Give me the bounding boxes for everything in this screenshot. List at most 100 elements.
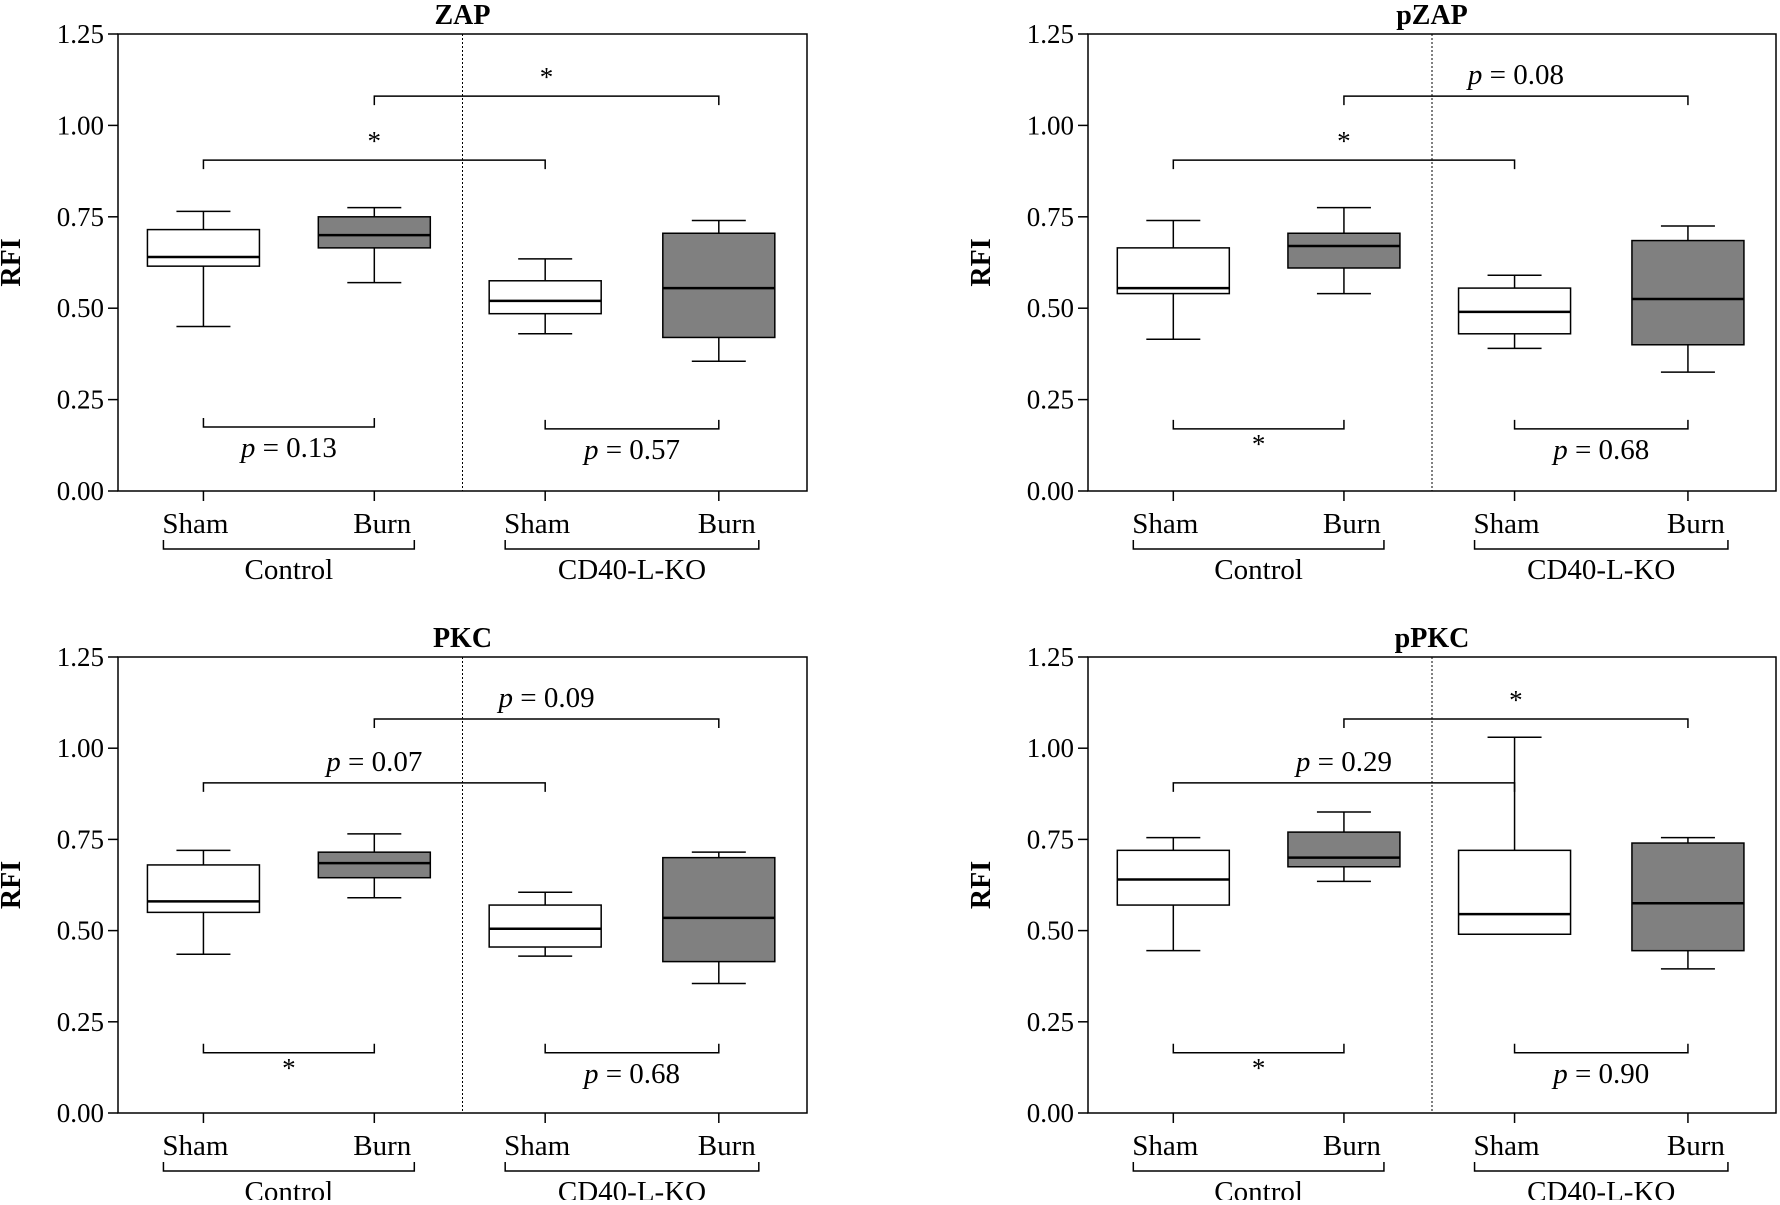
- chart-title: PKC: [433, 623, 492, 654]
- group-bracket: [1473, 540, 1729, 550]
- box-iqr: [1457, 849, 1572, 935]
- comparison-bracket: [1172, 1043, 1345, 1054]
- comparison-bracket: [544, 419, 720, 430]
- y-tick-label: 1.00: [57, 733, 104, 763]
- box-iqr: [1116, 247, 1231, 295]
- comparison-bracket: [1343, 718, 1689, 729]
- box-iqr: [1287, 831, 1401, 868]
- group-label: Control: [1214, 1176, 1303, 1200]
- x-category-label: Sham: [504, 1130, 571, 1162]
- comparison-bracket: [373, 718, 720, 729]
- panel-ppkc: pPKC RFI 0.00 0.25 0.50 0.75 1.00 1.25 Sham Burn S…: [966, 623, 1777, 1205]
- y-axis-label: RFI: [0, 238, 27, 286]
- chart-title: pPKC: [1395, 623, 1470, 654]
- box-iqr: [488, 280, 602, 315]
- comparison-bracket: [1513, 1043, 1689, 1054]
- y-tick-label: 1.00: [57, 110, 104, 140]
- box-iqr: [146, 864, 261, 914]
- comparison-label: p = 0.68: [582, 1058, 680, 1090]
- y-tick-label: 0.50: [57, 916, 104, 946]
- y-tick-label: 1.00: [1027, 733, 1074, 763]
- x-category-label: Burn: [1323, 508, 1382, 540]
- comparison-label: *: [1337, 126, 1351, 156]
- y-tick-label: 0.25: [57, 385, 104, 415]
- y-tick-label: 0.75: [57, 824, 104, 854]
- y-tick-label: 0.00: [57, 476, 104, 506]
- x-category-label: Sham: [1132, 1130, 1199, 1162]
- y-tick-label: 0.00: [1027, 476, 1074, 506]
- comparison-bracket: [202, 782, 546, 792]
- y-tick-label: 0.75: [57, 202, 104, 232]
- y-tick-label: 0.75: [1027, 202, 1074, 232]
- box-iqr: [1287, 232, 1401, 269]
- x-category-label: Sham: [162, 1130, 229, 1162]
- comparison-label: p = 0.07: [324, 746, 422, 778]
- comparison-bracket: [373, 95, 720, 106]
- panel-zap: ZAP RFI 0.00 0.25 0.50 0.75 1.00 1.25 Sham Burn Sh…: [0, 0, 808, 586]
- box-iqr: [662, 856, 776, 963]
- comparison-label: p = 0.90: [1551, 1058, 1649, 1090]
- group-label: Control: [245, 1176, 334, 1200]
- y-tick-label: 0.75: [1027, 824, 1074, 854]
- x-category-label: Sham: [1474, 508, 1541, 540]
- group-label: CD40-L-KO: [558, 1176, 706, 1200]
- chart-title: ZAP: [435, 0, 491, 31]
- comparison-label: p = 0.57: [582, 434, 680, 466]
- y-tick-label: 1.25: [57, 19, 104, 49]
- y-axis-label: RFI: [0, 861, 27, 909]
- box-iqr: [1631, 842, 1745, 952]
- x-category-label: Burn: [1323, 1130, 1382, 1162]
- group-bracket: [1473, 1162, 1729, 1172]
- y-tick-label: 1.00: [1027, 110, 1074, 140]
- panel-pkc: PKC RFI 0.00 0.25 0.50 0.75 1.00 1.25 Sham Burn Sh…: [0, 623, 808, 1205]
- comparison-label: p = 0.13: [239, 432, 337, 464]
- y-tick-label: 0.50: [1027, 916, 1074, 946]
- y-axis-label: RFI: [966, 861, 997, 909]
- comparison-label: *: [282, 1053, 296, 1083]
- group-label: Control: [245, 554, 334, 586]
- x-category-label: Burn: [1667, 1130, 1726, 1162]
- comparison-label: *: [1252, 429, 1266, 459]
- x-category-label: Sham: [1474, 1130, 1541, 1162]
- group-bracket: [504, 540, 760, 550]
- x-category-label: Burn: [1667, 508, 1726, 540]
- box-iqr: [1116, 849, 1231, 906]
- box-iqr: [662, 232, 776, 339]
- comparison-bracket: [202, 418, 376, 428]
- group-bracket: [504, 1162, 760, 1172]
- chart-title: pZAP: [1396, 0, 1468, 31]
- comparison-bracket: [1172, 782, 1516, 792]
- comparison-bracket: [1172, 419, 1345, 430]
- x-category-label: Burn: [353, 1130, 412, 1162]
- comparison-label: *: [540, 62, 554, 92]
- group-bracket: [162, 540, 416, 550]
- group-label: CD40-L-KO: [558, 554, 706, 586]
- comparison-bracket: [202, 1043, 376, 1054]
- box-iqr: [146, 228, 261, 267]
- box-iqr: [317, 216, 432, 249]
- y-axis-label: RFI: [966, 238, 997, 286]
- y-tick-label: 0.00: [57, 1098, 104, 1128]
- comparison-label: *: [368, 126, 382, 156]
- y-tick-label: 0.00: [1027, 1098, 1074, 1128]
- y-tick-label: 0.25: [1027, 385, 1074, 415]
- y-tick-label: 1.25: [1027, 19, 1074, 49]
- group-label: CD40-L-KO: [1527, 554, 1675, 586]
- y-tick-label: 0.50: [57, 293, 104, 323]
- comparison-bracket: [1513, 419, 1689, 430]
- panel-pzap: pZAP RFI 0.00 0.25 0.50 0.75 1.00 1.25 Sham Burn S…: [966, 0, 1777, 586]
- comparison-label: p = 0.29: [1294, 746, 1392, 778]
- comparison-bracket: [202, 159, 546, 170]
- y-tick-label: 0.50: [1027, 293, 1074, 323]
- group-label: CD40-L-KO: [1527, 1176, 1675, 1200]
- comparison-label: *: [1509, 685, 1523, 715]
- comparison-bracket: [1172, 159, 1516, 170]
- x-category-label: Sham: [504, 508, 571, 540]
- y-tick-label: 0.25: [1027, 1007, 1074, 1037]
- y-tick-label: 1.25: [57, 642, 104, 672]
- x-category-label: Burn: [353, 508, 412, 540]
- comparison-label: *: [1252, 1053, 1266, 1083]
- box-iqr: [1631, 239, 1745, 346]
- group-bracket: [162, 1162, 416, 1172]
